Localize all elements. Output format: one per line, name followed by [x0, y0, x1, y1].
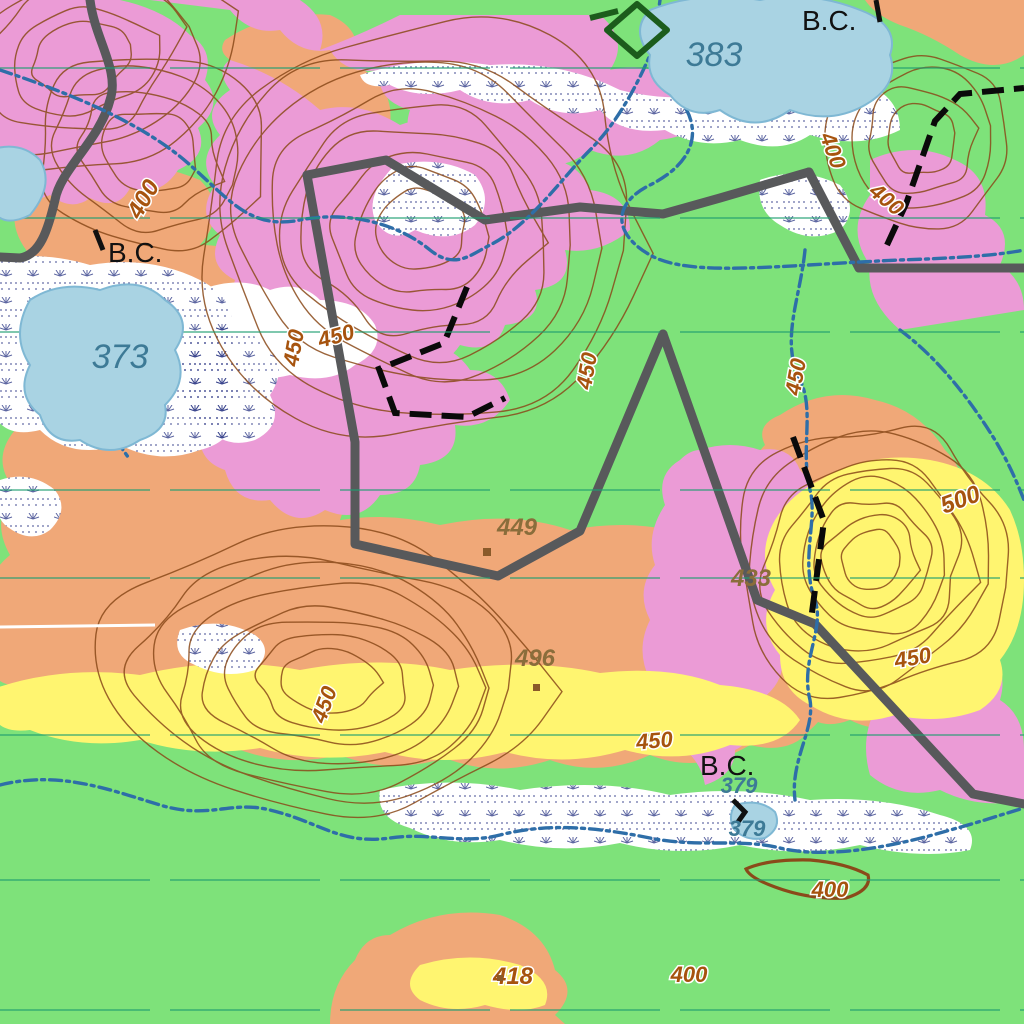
- svg-text:496: 496: [514, 645, 556, 672]
- svg-text:379: 379: [721, 773, 758, 798]
- svg-text:379: 379: [729, 816, 766, 841]
- svg-text:383: 383: [686, 36, 743, 74]
- svg-text:433: 433: [730, 565, 772, 592]
- svg-text:373: 373: [92, 338, 149, 376]
- svg-text:B.C.: B.C.: [108, 237, 162, 268]
- svg-text:400: 400: [670, 962, 708, 987]
- svg-text:450: 450: [634, 726, 675, 754]
- svg-text:449: 449: [496, 514, 538, 541]
- svg-text:B.C.: B.C.: [802, 5, 856, 36]
- svg-text:400: 400: [811, 877, 849, 902]
